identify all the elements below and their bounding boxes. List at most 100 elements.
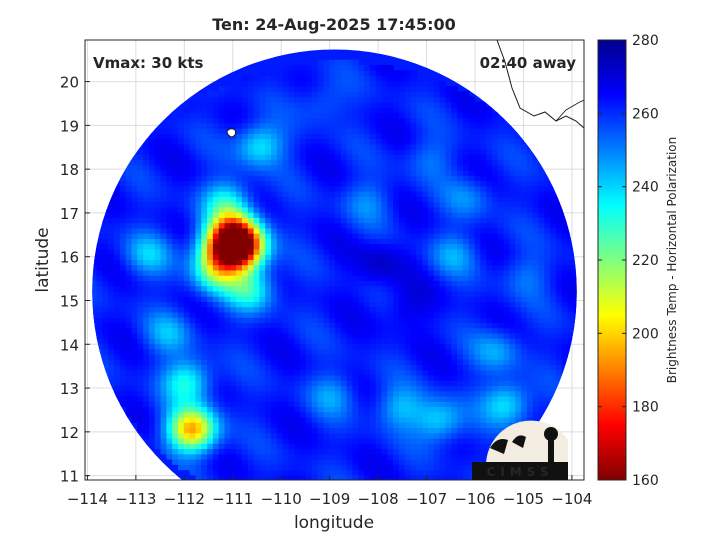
tb-cell <box>468 269 476 276</box>
tb-cell <box>428 411 435 418</box>
tb-cell <box>305 196 313 203</box>
tb-cell <box>445 343 452 350</box>
tb-cell <box>387 238 394 245</box>
tb-cell <box>236 175 243 182</box>
tb-cell <box>230 390 237 397</box>
tb-cell <box>346 290 354 297</box>
tb-cell <box>538 296 545 302</box>
tb-cell <box>468 201 476 208</box>
tb-cell <box>410 374 417 381</box>
tb-cell <box>515 212 522 218</box>
tb-cell <box>241 280 249 287</box>
tb-cell <box>457 296 464 302</box>
tb-cell <box>201 143 208 150</box>
tb-cell <box>241 149 249 155</box>
tb-cell <box>148 138 156 145</box>
tb-cell <box>433 222 441 229</box>
tb-cell <box>166 290 173 297</box>
tb-cell <box>119 212 127 218</box>
tb-cell <box>183 395 191 402</box>
tb-cell <box>393 159 400 166</box>
tb-cell <box>259 243 266 250</box>
tb-cell <box>509 159 516 166</box>
tb-cell <box>398 191 406 197</box>
tb-cell <box>154 285 162 292</box>
tb-cell <box>323 196 330 203</box>
tb-cell <box>317 254 324 260</box>
tb-cell <box>218 359 226 366</box>
tb-cell <box>154 427 162 434</box>
tb-cell <box>497 422 505 429</box>
tb-cell <box>230 416 237 423</box>
tb-cell <box>271 175 278 182</box>
tb-cell <box>212 306 220 313</box>
tb-cell <box>544 296 551 302</box>
tb-cell <box>329 390 336 397</box>
tb-cell <box>143 327 150 334</box>
tb-cell <box>271 254 278 260</box>
tb-cell <box>125 353 133 360</box>
tb-cell <box>218 327 226 334</box>
tb-cell <box>282 374 290 381</box>
tb-cell <box>178 290 185 297</box>
tb-cell <box>207 469 214 476</box>
tb-cell <box>311 327 319 334</box>
tb-cell <box>358 164 365 171</box>
tb-cell <box>416 280 423 287</box>
tb-cell <box>323 458 330 465</box>
tb-cell <box>416 259 423 266</box>
tb-cell <box>387 395 394 402</box>
tb-cell <box>526 406 534 413</box>
tb-cell <box>404 416 412 423</box>
tb-cell <box>212 369 220 376</box>
tb-cell <box>457 458 464 465</box>
tb-cell <box>334 317 342 323</box>
tb-cell <box>282 469 290 476</box>
tb-cell <box>462 317 470 323</box>
tb-cell <box>253 401 260 408</box>
tb-cell <box>329 149 336 155</box>
tb-cell <box>137 317 144 323</box>
tb-cell <box>224 254 231 260</box>
tb-cell <box>300 227 307 234</box>
tb-cell <box>480 191 487 197</box>
tb-cell <box>497 332 505 339</box>
tb-cell <box>480 227 487 234</box>
tb-cell <box>480 353 487 360</box>
tb-cell <box>189 275 197 281</box>
tb-cell <box>428 227 435 234</box>
tb-cell <box>201 437 208 444</box>
tb-cell <box>352 201 359 208</box>
tb-cell <box>288 474 295 480</box>
tb-cell <box>428 453 435 460</box>
tb-cell <box>428 306 435 313</box>
tb-cell <box>154 301 162 308</box>
tb-cell <box>271 469 278 476</box>
tb-cell <box>166 285 173 292</box>
tb-cell <box>143 296 150 302</box>
tb-cell <box>340 275 348 281</box>
tb-cell <box>352 448 359 455</box>
tb-cell <box>108 269 115 276</box>
tb-cell <box>305 170 313 176</box>
tb-cell <box>218 427 226 434</box>
tb-cell <box>271 427 278 434</box>
tb-cell <box>224 395 231 402</box>
tb-cell <box>445 201 452 208</box>
tb-cell <box>276 164 284 171</box>
tb-cell <box>462 322 470 329</box>
tb-cell <box>486 385 493 392</box>
tb-cell <box>457 180 464 187</box>
tb-cell <box>276 437 284 444</box>
tb-cell <box>462 159 470 166</box>
tb-cell <box>410 390 417 397</box>
tb-cell <box>340 238 348 245</box>
tb-cell <box>491 238 499 245</box>
tb-cell <box>457 348 464 355</box>
tb-cell <box>311 206 319 213</box>
tb-cell <box>422 311 429 318</box>
tb-cell <box>288 185 295 192</box>
tb-cell <box>119 380 127 387</box>
tb-cell <box>515 269 522 276</box>
tb-cell <box>247 364 255 371</box>
